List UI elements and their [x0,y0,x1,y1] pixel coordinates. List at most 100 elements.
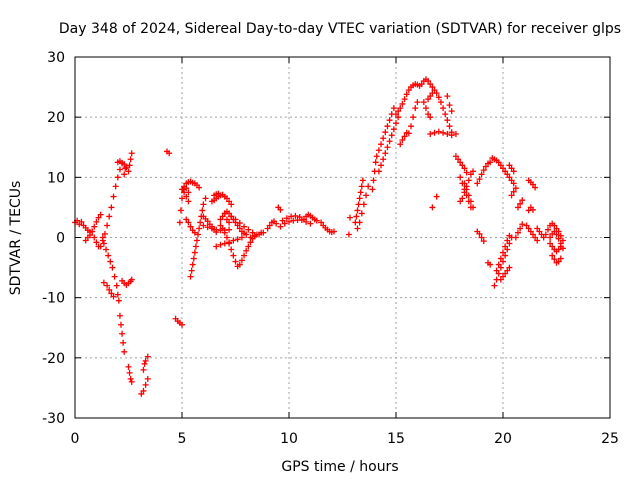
series-t70 [525,204,536,214]
data-point [525,225,532,232]
series-t60 [485,259,494,268]
data-point [431,129,438,136]
data-point [425,111,432,118]
data-point [429,84,436,91]
data-point [204,218,211,225]
series-t5 [100,279,117,300]
data-point [465,177,472,184]
data-point [446,102,453,109]
series-t37 [345,214,353,238]
data-point [307,220,314,227]
data-point [407,123,414,130]
data-point [99,234,106,241]
series-t1 [82,211,104,244]
data-point [189,261,196,268]
data-point [104,282,111,289]
data-point [187,273,194,280]
data-point [78,218,85,225]
data-point [429,90,436,97]
data-point [382,129,389,136]
data-point [395,108,402,115]
data-point [127,375,134,382]
axis-ticks: 0 5 10 15 20 25 -30 -20 -10 0 10 20 30 [42,50,619,447]
data-point [495,159,502,166]
data-point [123,164,130,171]
data-point [506,240,513,247]
data-point [487,261,494,268]
data-point [213,243,220,250]
data-point [557,240,564,247]
data-point [226,198,233,205]
data-point [93,239,100,246]
data-point [380,135,387,142]
data-point [444,117,451,124]
data-point [122,165,129,172]
data-point [506,174,513,181]
series-t63 [497,264,513,283]
series-t15 [172,315,185,328]
data-point [144,375,151,382]
data-point [495,261,502,268]
series-t10 [125,150,135,175]
series-t4 [99,234,122,304]
series-t74 [547,240,564,255]
data-point [540,234,547,241]
data-point [238,257,245,264]
data-point [401,96,408,103]
data-point [109,264,116,271]
data-point [431,87,438,94]
data-point [370,177,377,184]
series-t46 [410,81,423,89]
data-point [384,123,391,130]
data-point [107,258,114,265]
data-point [478,234,485,241]
data-point [86,232,93,239]
series-t42 [378,105,397,148]
data-point [95,214,102,221]
data-point [179,195,185,202]
data-point [549,252,556,259]
data-point [557,255,564,262]
data-point [281,220,288,227]
data-point [444,131,451,138]
data-point [114,291,121,298]
series-t6 [114,158,128,168]
series-t24 [211,190,222,199]
data-point [478,171,485,178]
data-point [448,108,455,115]
data-point [508,192,515,199]
data-point [177,207,184,214]
data-point [425,78,432,85]
series-t71 [525,177,539,191]
series-t14 [164,148,173,157]
data-point [474,180,481,187]
data-point [313,217,320,224]
data-point [356,195,363,202]
data-point [300,216,307,223]
data-point [121,348,128,355]
series-t3 [97,160,126,250]
data-point [480,167,487,174]
data-point [104,222,111,229]
series-t36 [318,219,337,236]
data-point [559,237,566,244]
series-t76 [547,228,566,252]
y-tick-label: 30 [47,50,65,66]
data-point [199,207,206,214]
data-point [476,230,483,237]
data-point [358,183,365,190]
series-t67 [512,221,526,241]
data-point [112,183,119,190]
data-point [542,231,549,238]
data-point [395,114,402,121]
data-point [228,201,235,208]
data-point [204,224,211,231]
series-t35 [303,211,320,224]
data-point [221,210,228,217]
data-point [179,321,185,328]
data-point [236,261,243,268]
data-point [125,168,132,175]
data-point [555,235,562,242]
series-t48 [425,90,436,103]
